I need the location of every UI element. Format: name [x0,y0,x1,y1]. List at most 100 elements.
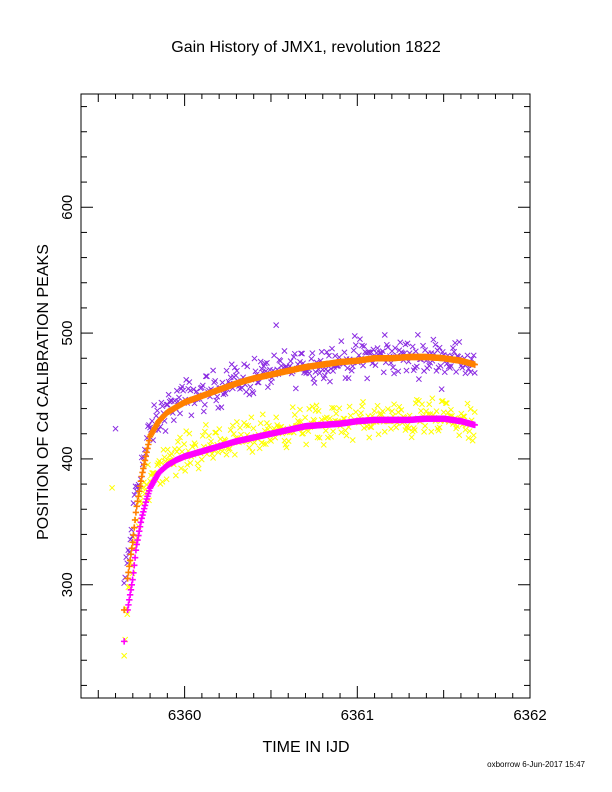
data-point [145,461,151,468]
data-point [464,400,471,407]
data-point [379,408,386,415]
data-point [136,483,144,490]
data-point [202,373,209,380]
data-point [290,354,297,360]
data-point [356,336,363,343]
data-point [135,493,142,500]
chart-title: Gain History of JMX1, revolution 1822 [171,39,441,56]
data-point [173,448,180,455]
data-point [184,461,191,468]
data-point [273,322,280,329]
data-point [162,428,169,435]
data-point [141,490,148,497]
data-point [345,375,352,382]
data-point [349,363,356,370]
data-point [361,343,368,350]
data-point [396,403,403,410]
data-point [381,428,388,435]
data-point [453,368,460,375]
data-point [391,370,398,377]
data-point [366,434,373,441]
series-1 [112,322,478,587]
data-point [438,386,445,393]
data-point [165,391,172,398]
data-point [182,467,189,474]
data-point [150,437,157,444]
data-point [210,454,217,461]
data-point [429,395,436,402]
data-point [132,546,140,554]
data-point [297,406,303,413]
data-point [436,344,443,351]
data-point [329,404,335,411]
data-point [380,369,387,376]
data-point [341,349,348,356]
data-point [112,425,119,432]
data-point [129,539,136,546]
data-point [454,423,461,430]
data-point [413,363,420,370]
data-point [249,449,256,455]
data-point [471,369,478,376]
data-point [367,423,374,430]
x-tick-label: 6360 [168,707,201,724]
data-point [261,360,268,367]
axis-tick-labels: 6360 6361 6362 300 400 500 600 [59,195,547,724]
data-point [374,345,381,352]
x-tick-label: 6362 [513,707,546,724]
data-point [405,425,412,432]
data-point [127,586,135,593]
data-point [232,372,239,379]
series-3 [120,415,478,645]
data-point [199,382,206,389]
data-point [469,437,476,444]
data-point [268,379,274,386]
data-point [430,336,437,343]
data-point [143,449,150,456]
data-point [448,406,454,413]
data-point [151,402,158,408]
data-point [219,379,226,386]
data-point [163,476,170,483]
data-point [389,408,395,415]
data-point [379,348,386,355]
data-point [271,352,278,359]
data-point [243,422,250,429]
data-point [218,404,225,411]
data-point [309,403,316,410]
data-point [419,401,425,408]
data-point [291,411,298,418]
data-point [352,409,359,416]
data-point [395,368,402,375]
data-point [126,563,133,570]
data-point [360,398,367,405]
data-point [188,412,195,419]
data-point [219,448,226,455]
data-point [348,367,355,374]
data-point [206,432,212,439]
data-point [233,367,240,374]
data-point [448,363,454,369]
data-point [200,408,207,415]
data-point [436,424,443,431]
data-point [470,432,477,439]
data-point [159,403,166,410]
data-point [126,596,133,604]
data-point [432,341,439,348]
data-point [141,457,149,464]
data-point [129,576,136,583]
data-point [138,473,145,480]
data-point [131,516,139,524]
data-point [186,430,193,437]
data-point [195,465,202,472]
data-point [131,554,139,561]
data-point [329,345,335,352]
data-point [145,437,153,444]
data-point [443,400,450,407]
data-point [471,421,478,429]
data-point [409,343,416,350]
plot-frame [80,93,531,699]
data-point [381,331,388,338]
data-point [310,375,317,382]
data-point [124,611,131,618]
